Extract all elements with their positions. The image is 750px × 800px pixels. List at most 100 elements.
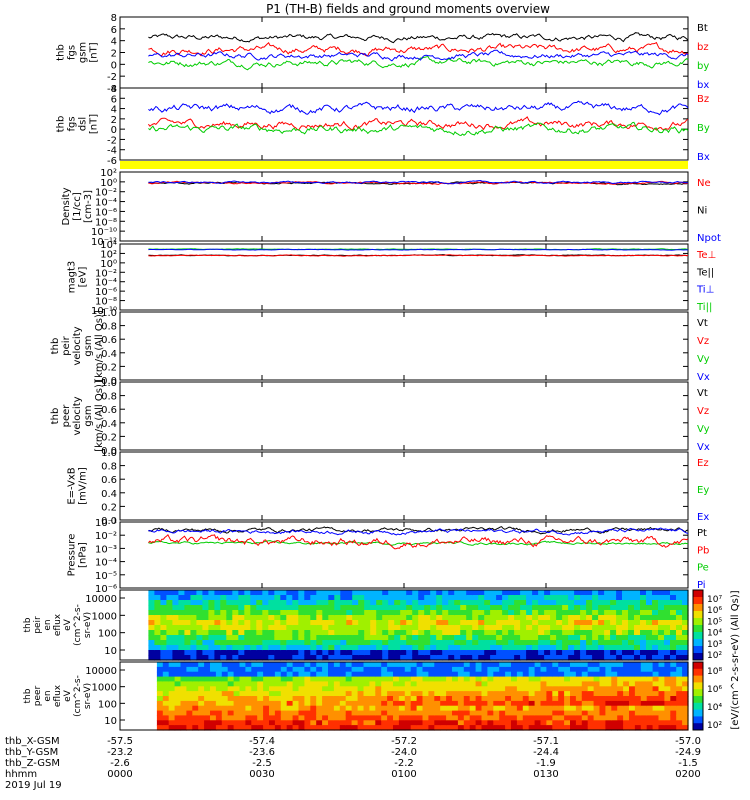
spectrogram-cell-peer_en_eflux [540, 686, 547, 692]
spectrogram-cell-peir_en_eflux [178, 645, 185, 651]
spectrogram-cell-peer_en_eflux [357, 725, 365, 731]
spectrogram-cell-peer_en_eflux [611, 710, 618, 717]
spectrogram-cell-peir_en_eflux [250, 595, 257, 601]
spectrogram-cell-peer_en_eflux [469, 720, 477, 726]
spectrogram-cell-peer_en_eflux [381, 686, 388, 692]
spectrogram-cell-peir_en_eflux [286, 595, 293, 601]
spectrogram-cell-peer_en_eflux [269, 700, 276, 707]
spectrogram-cell-peir_en_eflux [268, 645, 275, 651]
spectrogram-cell-peir_en_eflux [436, 640, 443, 646]
ytick-label-temperature: 10⁰ [100, 259, 117, 270]
spectrogram-cell-peer_en_eflux [416, 686, 424, 692]
spectrogram-cell-peer_en_eflux [463, 681, 471, 687]
spectrogram-cell-peir_en_eflux [580, 635, 587, 641]
spectrogram-cell-peir_en_eflux [658, 595, 665, 601]
spectrogram-cell-peir_en_eflux [652, 640, 659, 646]
spectrogram-cell-peir_en_eflux [352, 640, 359, 646]
spectrogram-cell-peer_en_eflux [570, 681, 577, 687]
ylabel-peir_en_eflux: (cm^2-s- [73, 604, 83, 646]
spectrogram-cell-peer_en_eflux [210, 671, 217, 678]
spectrogram-cell-peer_en_eflux [227, 681, 235, 687]
spectrogram-cell-peer_en_eflux [434, 696, 441, 702]
spectrogram-cell-peir_en_eflux [250, 635, 257, 641]
spectrogram-cell-peir_en_eflux [244, 650, 251, 656]
spectrogram-cell-peer_en_eflux [375, 676, 382, 683]
spectrogram-cell-peer_en_eflux [670, 681, 677, 687]
spectrogram-cell-peir_en_eflux [646, 625, 653, 631]
spectrogram-cell-peir_en_eflux [652, 605, 659, 611]
spectrogram-cell-peir_en_eflux [562, 600, 569, 606]
spectrogram-cell-peer_en_eflux [381, 705, 388, 712]
spectrogram-cell-peer_en_eflux [286, 720, 294, 726]
spectrogram-cell-peir_en_eflux [406, 620, 413, 626]
spectrogram-cell-peer_en_eflux [511, 671, 518, 678]
spectrogram-cell-peir_en_eflux [262, 650, 269, 656]
spectrogram-cell-peir_en_eflux [568, 650, 575, 656]
spectrogram-cell-peir_en_eflux [274, 600, 281, 606]
spectrogram-cell-peir_en_eflux [196, 625, 203, 631]
spectrogram-cell-peir_en_eflux [508, 640, 515, 646]
spectrogram-cell-peer_en_eflux [345, 666, 353, 673]
spectrogram-cell-peir_en_eflux [256, 610, 263, 616]
spectrogram-cell-peir_en_eflux [454, 630, 461, 636]
spectrogram-cell-peir_en_eflux [448, 635, 455, 641]
spectrogram-cell-peir_en_eflux [406, 605, 413, 611]
spectrogram-cell-peir_en_eflux [364, 640, 371, 646]
spectrogram-cell-peir_en_eflux [508, 610, 515, 616]
colorbar-cell-peer_en_eflux [693, 689, 703, 697]
spectrogram-cell-peir_en_eflux [460, 630, 467, 636]
spectrogram-cell-peer_en_eflux [640, 705, 648, 712]
spectrogram-cell-peir_en_eflux [394, 640, 401, 646]
spectrogram-cell-peir_en_eflux [586, 600, 593, 606]
spectrogram-cell-peer_en_eflux [227, 676, 235, 683]
spectrogram-cell-peir_en_eflux [664, 590, 671, 596]
spectrogram-cell-peer_en_eflux [245, 705, 252, 712]
spectrogram-cell-peir_en_eflux [280, 645, 287, 651]
spectrogram-cell-peer_en_eflux [156, 710, 164, 717]
ylabel-fgs_gsm: gsm [78, 42, 89, 63]
spectrogram-cell-peir_en_eflux [472, 605, 479, 611]
ylabel-peir_en_eflux: eV [63, 618, 73, 631]
spectrogram-cell-peir_en_eflux [604, 600, 611, 606]
spectrogram-cell-peer_en_eflux [239, 696, 246, 702]
spectrogram-cell-peer_en_eflux [422, 715, 429, 721]
spectrogram-cell-peer_en_eflux [215, 696, 223, 702]
spectrogram-cell-peer_en_eflux [174, 725, 182, 731]
spectrogram-cell-peir_en_eflux [496, 620, 503, 626]
spectrogram-cell-peir_en_eflux [382, 650, 389, 656]
spectrogram-cell-peer_en_eflux [233, 691, 241, 697]
spectrogram-cell-peir_en_eflux [148, 625, 155, 631]
spectrogram-cell-peir_en_eflux [424, 650, 431, 656]
ylabel-peer_en_eflux: thb [23, 688, 33, 703]
spectrogram-cell-peer_en_eflux [664, 666, 671, 673]
spectrogram-cell-peer_en_eflux [357, 662, 365, 668]
spectrogram-cell-peir_en_eflux [178, 650, 185, 656]
spectrogram-cell-peer_en_eflux [640, 681, 648, 687]
spectrogram-cell-peer_en_eflux [381, 725, 388, 731]
spectrogram-cell-peer_en_eflux [534, 710, 542, 717]
spectrogram-cell-peer_en_eflux [280, 710, 288, 717]
ytick-label-fgs_gsm: 2 [111, 49, 117, 60]
spectrogram-cell-peir_en_eflux [484, 610, 491, 616]
spectrogram-cell-peir_en_eflux [202, 650, 209, 656]
spectrogram-cell-peir_en_eflux [400, 655, 407, 661]
spectrogram-cell-peir_en_eflux [208, 630, 215, 636]
spectrogram-cell-peir_en_eflux [352, 610, 359, 616]
spectrogram-cell-peer_en_eflux [162, 710, 170, 717]
spectrogram-cell-peir_en_eflux [298, 625, 305, 631]
spectrogram-cell-peer_en_eflux [505, 676, 512, 683]
spectrogram-cell-peer_en_eflux [410, 676, 418, 683]
spectrogram-cell-peer_en_eflux [570, 700, 577, 707]
spectrogram-cell-peir_en_eflux [634, 650, 641, 656]
spectrogram-cell-peir_en_eflux [502, 595, 509, 601]
spectrogram-cell-peer_en_eflux [487, 691, 494, 697]
spectrogram-cell-peer_en_eflux [682, 720, 689, 726]
spectrogram-cell-peir_en_eflux [580, 640, 587, 646]
spectrogram-cell-peir_en_eflux [502, 645, 509, 651]
spectrogram-cell-peir_en_eflux [676, 610, 683, 616]
spectrogram-cell-peer_en_eflux [446, 725, 453, 731]
spectrogram-cell-peer_en_eflux [575, 720, 583, 726]
spectrogram-cell-peer_en_eflux [351, 671, 359, 678]
spectrogram-cell-peir_en_eflux [550, 640, 557, 646]
spectrogram-cell-peer_en_eflux [522, 666, 530, 673]
